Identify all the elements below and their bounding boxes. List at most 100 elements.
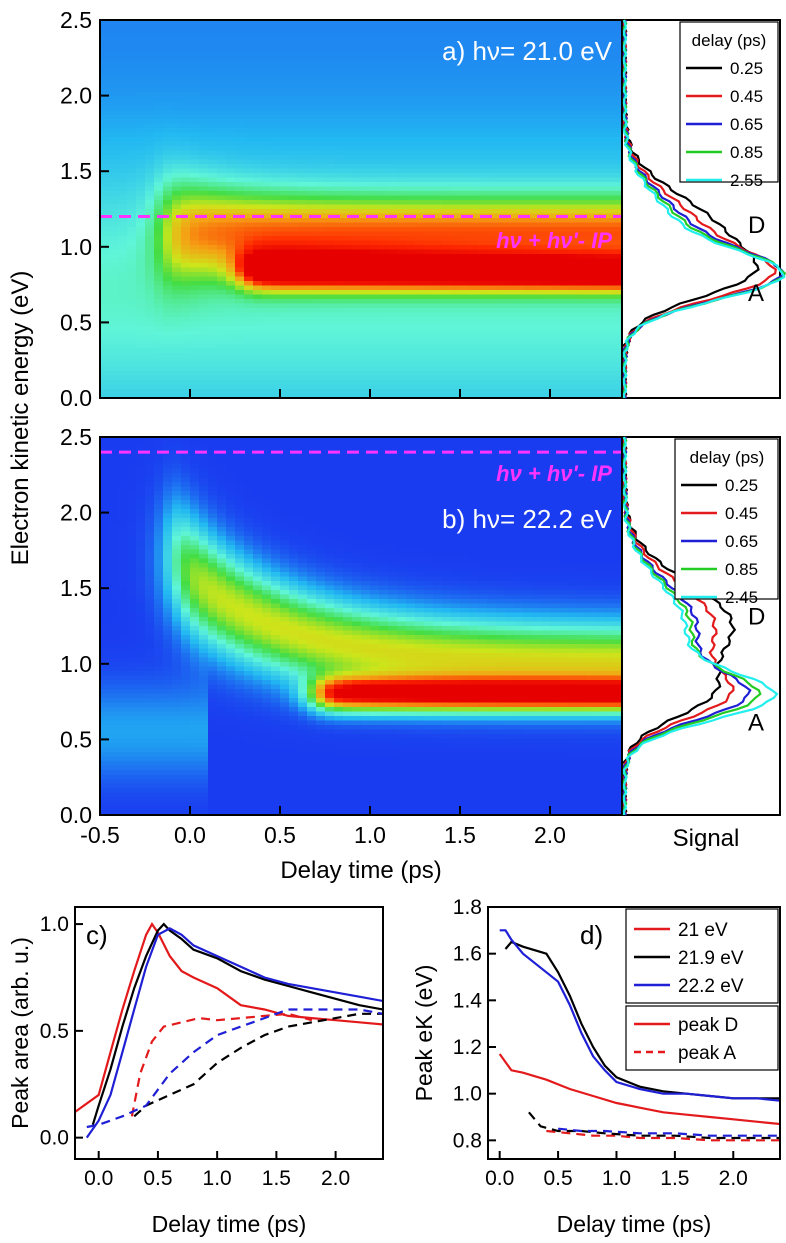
heatmap-cell [559, 51, 569, 57]
heatmap-cell [388, 83, 398, 89]
heatmap-cell [109, 321, 119, 327]
heatmap-cell [550, 362, 560, 368]
heatmap-cell [208, 24, 218, 30]
heatmap-cell [253, 393, 263, 398]
heatmap-cell [469, 65, 479, 71]
heatmap-cell [577, 191, 587, 197]
heatmap-cell [397, 186, 407, 192]
heatmap-cell [451, 344, 461, 350]
heatmap-cell [505, 249, 515, 255]
heatmap-cell [577, 330, 587, 336]
heatmap-cell [298, 240, 308, 246]
heatmap-cell [370, 240, 380, 246]
heatmap-cell [514, 132, 524, 138]
heatmap-cell [370, 96, 380, 102]
heatmap-cell [604, 123, 614, 129]
heatmap-cell [334, 393, 344, 398]
heatmap-cell [109, 38, 119, 44]
heatmap-cell [586, 276, 596, 282]
heatmap-cell [568, 159, 578, 165]
heatmap-cell [595, 159, 605, 165]
heatmap-cell [496, 222, 506, 228]
heatmap-cell [415, 272, 425, 278]
heatmap-cell [586, 371, 596, 377]
heatmap-cell [568, 249, 578, 255]
heatmap-cell [325, 231, 335, 237]
heatmap-cell [109, 114, 119, 120]
heatmap-cell [181, 74, 191, 80]
heatmap-cell [559, 231, 569, 237]
heatmap-cell [496, 159, 506, 165]
heatmap-cell [550, 236, 560, 242]
heatmap-cell [190, 182, 200, 188]
heatmap-cell [433, 263, 443, 269]
heatmap-cell [136, 105, 146, 111]
heatmap-cell [199, 150, 209, 156]
heatmap-cell [604, 173, 614, 179]
heatmap-cell [100, 729, 110, 735]
heatmap-cell [595, 186, 605, 192]
heatmap-cell [370, 254, 380, 260]
heatmap-cell [613, 47, 622, 53]
heatmap-cell [604, 92, 614, 98]
heatmap-cell [388, 56, 398, 62]
heatmap-cell [127, 38, 137, 44]
heatmap-cell [424, 200, 434, 206]
heatmap-cell [343, 236, 353, 242]
heatmap-cell [433, 321, 443, 327]
heatmap-cell [325, 290, 335, 296]
heatmap-cell [325, 200, 335, 206]
heatmap-cell [577, 38, 587, 44]
heatmap-cell [307, 380, 317, 386]
heatmap-cell [595, 33, 605, 39]
heatmap-cell [460, 177, 470, 183]
heatmap-cell [100, 468, 110, 474]
heatmap-cell [469, 249, 479, 255]
heatmap-cell [136, 263, 146, 269]
heatmap-cell [568, 276, 578, 282]
heatmap-cell [289, 164, 299, 170]
heatmap-cell [253, 254, 263, 260]
heatmap-cell [613, 231, 622, 237]
heatmap-cell [163, 380, 173, 386]
heatmap-cell [100, 231, 110, 237]
heatmap-cell [469, 213, 479, 219]
heatmap-cell [370, 380, 380, 386]
heatmap-cell [127, 51, 137, 57]
heatmap-cell [109, 294, 119, 300]
heatmap-cell [541, 128, 551, 134]
heatmap-cell [316, 83, 326, 89]
heatmap-cell [235, 69, 245, 75]
heatmap-cell [424, 128, 434, 134]
heatmap-cell [469, 231, 479, 237]
heatmap-cell [550, 384, 560, 390]
heatmap-cell [559, 303, 569, 309]
heatmap-cell [433, 366, 443, 372]
heatmap-cell [595, 393, 605, 398]
heatmap-cell [379, 258, 389, 264]
heatmap-cell [280, 20, 290, 26]
heatmap-cell [172, 186, 182, 192]
heatmap-cell [217, 33, 227, 39]
heatmap-cell [208, 303, 218, 309]
heatmap-cell [451, 371, 461, 377]
heatmap-cell [262, 375, 272, 381]
heatmap-cell [370, 155, 380, 161]
heatmap-cell [343, 69, 353, 75]
heatmap-cell [325, 168, 335, 174]
heatmap-cell [397, 339, 407, 345]
heatmap-cell [145, 375, 155, 381]
heatmap-cell [406, 276, 416, 282]
heatmap-cell [487, 272, 497, 278]
heatmap-cell [244, 123, 254, 129]
y-tick-label: 0.5 [60, 309, 92, 335]
heatmap-cell [460, 24, 470, 30]
heatmap-cell [325, 38, 335, 44]
heatmap-cell [352, 155, 362, 161]
heatmap-cell [352, 294, 362, 300]
heatmap-cell [334, 191, 344, 197]
heatmap-cell [370, 51, 380, 57]
heatmap-cell [577, 357, 587, 363]
heatmap-cell [559, 317, 569, 323]
heatmap-cell [316, 380, 326, 386]
